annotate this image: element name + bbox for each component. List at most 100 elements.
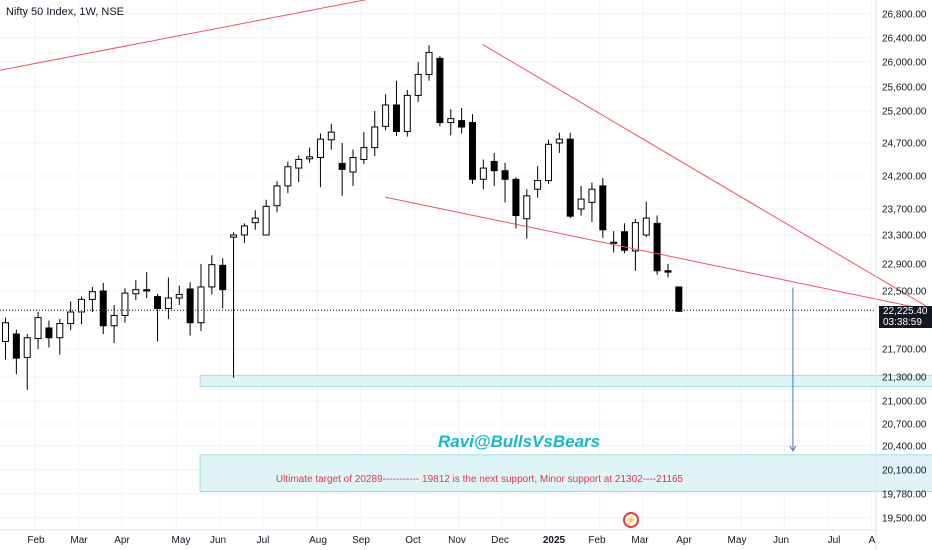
candle-body [382,104,390,127]
candle [653,215,661,275]
price-tick-label: 25,200.00 [882,107,927,118]
price-tick-label: 22,900.00 [882,260,927,271]
candle [436,56,444,127]
candle-body [12,333,20,359]
candle-body [110,315,118,327]
candle-body [588,188,596,203]
time-tick-label: Nov [448,535,466,546]
candle-body [88,291,96,300]
candle [447,109,455,136]
candle [175,285,183,305]
time-axis: Feb Mar Apr May Jun Jul Aug Sep Oct Nov Dec 2025 Feb… [0,529,876,546]
time-tick-label: Mar [631,535,649,546]
price-tick-label: 21,000.00 [882,397,927,408]
candle-body [534,180,542,190]
time-tick-label: Sep [352,535,370,546]
candle-body [164,297,172,309]
candle [34,312,42,349]
time-tick-label: Oct [405,535,421,546]
candle [479,159,487,190]
candle-body [403,94,411,132]
time-tick-label: Apr [676,535,692,546]
time-tick-label: A [869,535,876,546]
candle-body [360,147,368,160]
candle-body [56,323,64,339]
trendlines [0,0,932,312]
time-tick-label: Feb [588,535,606,546]
time-tick-label: Jul [828,535,841,546]
candle-body [78,298,86,313]
candle [88,286,96,312]
tradingview-flash-icon[interactable]: ⚡ [623,512,639,528]
candle-body [2,322,9,342]
candle [164,277,172,319]
candle [392,80,400,136]
bar-countdown: 03:38:59 [883,317,922,328]
candle-body [468,122,476,180]
candle [588,182,596,222]
candle-body [34,317,42,340]
candle [208,255,216,295]
candle [523,189,531,239]
candle-body [240,225,248,236]
candle-body [610,241,618,244]
price-tick-label: 26,400.00 [882,34,927,45]
candle [273,181,281,213]
candle [621,223,629,254]
candle [121,288,129,323]
candles [2,45,683,390]
time-tick-label: Mar [70,535,88,546]
candle-body [197,286,205,324]
support-zone [199,375,932,388]
candle [284,161,292,194]
candle [186,282,194,336]
candle [501,162,509,203]
last-price-value: 22,225.40 [883,306,928,317]
candle [566,132,574,219]
trendline [0,0,367,71]
candle-body [295,159,303,169]
candle-body [327,131,335,141]
time-tick-label: Jun [773,535,789,546]
support-zones [199,375,932,493]
candle-body [479,167,487,180]
time-tick-label: Dec [491,535,509,546]
candle-body [143,289,151,292]
candle-body [545,143,552,182]
candle [349,149,357,186]
candle-body [371,126,379,149]
candle-body [566,138,574,217]
candle-body [664,270,672,273]
candle-body [99,290,107,327]
candle [512,177,520,229]
candle [382,94,390,131]
candle-body [490,160,498,172]
candle [197,264,205,331]
price-tick-label: 20,100.00 [882,466,927,477]
candle [56,319,64,355]
candle-body [175,294,183,299]
candle-body [316,138,324,159]
candle-body [621,231,629,251]
price-tick-label: 19,500.00 [882,514,927,525]
candle-body [675,286,683,312]
target-annotation: Ultimate target of 20289----------- 1981… [275,474,684,485]
candle-body [262,205,270,236]
candle [45,320,53,348]
price-axis: 26,800.00 26,400.00 26,000.00 25,600.00 25,2… [875,0,927,550]
candle-body [23,337,31,358]
candle [154,293,162,342]
candle [240,223,248,243]
support-zone [199,454,932,493]
candle-body [599,185,607,231]
trendline [384,196,932,312]
price-tick-label: 25,600.00 [882,83,927,94]
chart-title: Nifty 50 Index, 1W, NSE [6,6,124,18]
candle [545,139,552,184]
candle-body [501,170,509,180]
candle-body [186,288,194,324]
candle [99,282,107,334]
candle-body [273,185,281,207]
last-price-tag: 22,225.40 03:38:59 [879,306,932,328]
